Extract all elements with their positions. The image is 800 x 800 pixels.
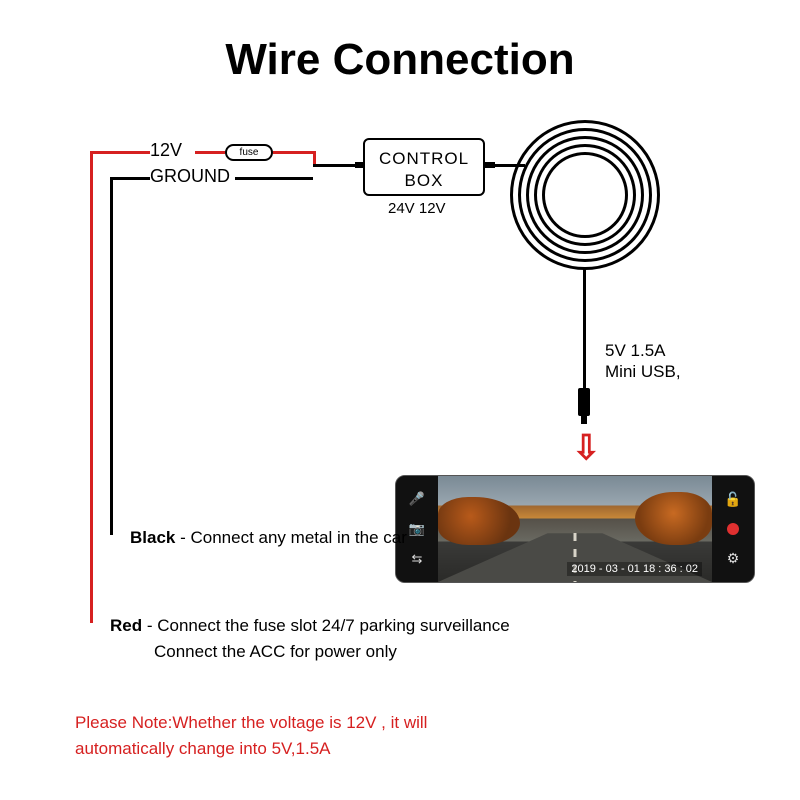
arrow-down-icon: ⇩ xyxy=(572,428,601,468)
usb-label: 5V 1.5A Mini USB, xyxy=(605,340,681,383)
wire-black-seg1 xyxy=(235,177,313,180)
note-black-text: - Connect any metal in the car xyxy=(175,528,407,547)
note-red-bold: Red xyxy=(110,616,142,635)
wire-black-left-v xyxy=(110,177,113,535)
record-icon xyxy=(727,523,739,535)
usb-label-line1: 5V 1.5A xyxy=(605,340,681,361)
note-red: Red - Connect the fuse slot 24/7 parking… xyxy=(110,613,510,664)
usb-plug-icon xyxy=(578,388,590,416)
dashcam-device: 🎤 📷 ⇆ 2019 - 03 - 01 18 : 36 : 02 🔓 ⚙ xyxy=(395,475,755,583)
label-12v: 12V xyxy=(150,140,182,161)
lock-icon: 🔓 xyxy=(724,491,741,508)
dashcam-screen: 2019 - 03 - 01 18 : 36 : 02 xyxy=(438,476,712,582)
wire-red-left-v xyxy=(90,151,93,623)
control-box-nub-left xyxy=(355,162,365,168)
control-box: CONTROL BOX xyxy=(363,138,485,196)
control-box-line2: BOX xyxy=(365,170,483,192)
please-note-line2: automatically change into 5V,1.5A xyxy=(75,736,427,762)
mic-icon: 🎤 xyxy=(409,491,425,507)
note-black: Black - Connect any metal in the car xyxy=(130,525,407,551)
wire-black-left-h xyxy=(110,177,150,180)
page-title: Wire Connection xyxy=(0,35,800,85)
camera-icon: 📷 xyxy=(409,521,425,537)
note-red-line1: - Connect the fuse slot 24/7 parking sur… xyxy=(142,616,510,635)
control-box-nub-right xyxy=(485,162,495,168)
please-note: Please Note:Whether the voltage is 12V ,… xyxy=(75,710,427,761)
note-red-line2: Connect the ACC for power only xyxy=(154,639,397,665)
usb-label-line2: Mini USB, xyxy=(605,361,681,382)
wire-red-merge-v xyxy=(313,151,316,165)
cable-coil-5 xyxy=(542,152,628,238)
control-box-line1: CONTROL xyxy=(365,148,483,170)
switch-icon: ⇆ xyxy=(412,551,423,567)
fuse: fuse xyxy=(225,144,273,161)
dashcam-right-controls: 🔓 ⚙ xyxy=(712,476,754,582)
wire-coil-down xyxy=(583,268,586,388)
label-ground: GROUND xyxy=(150,166,230,187)
scene-trees-left xyxy=(438,497,520,545)
control-box-sub: 24V 12V xyxy=(388,200,446,217)
settings-icon: ⚙ xyxy=(727,550,740,567)
please-note-line1: Please Note:Whether the voltage is 12V ,… xyxy=(75,710,427,736)
scene-trees-right xyxy=(635,492,712,545)
wire-red-seg2 xyxy=(273,151,313,154)
wire-red-left-h xyxy=(90,151,150,154)
fuse-label: fuse xyxy=(240,147,259,158)
note-black-bold: Black xyxy=(130,528,175,547)
dashcam-timestamp: 2019 - 03 - 01 18 : 36 : 02 xyxy=(567,562,702,576)
wire-red-seg1 xyxy=(195,151,225,154)
